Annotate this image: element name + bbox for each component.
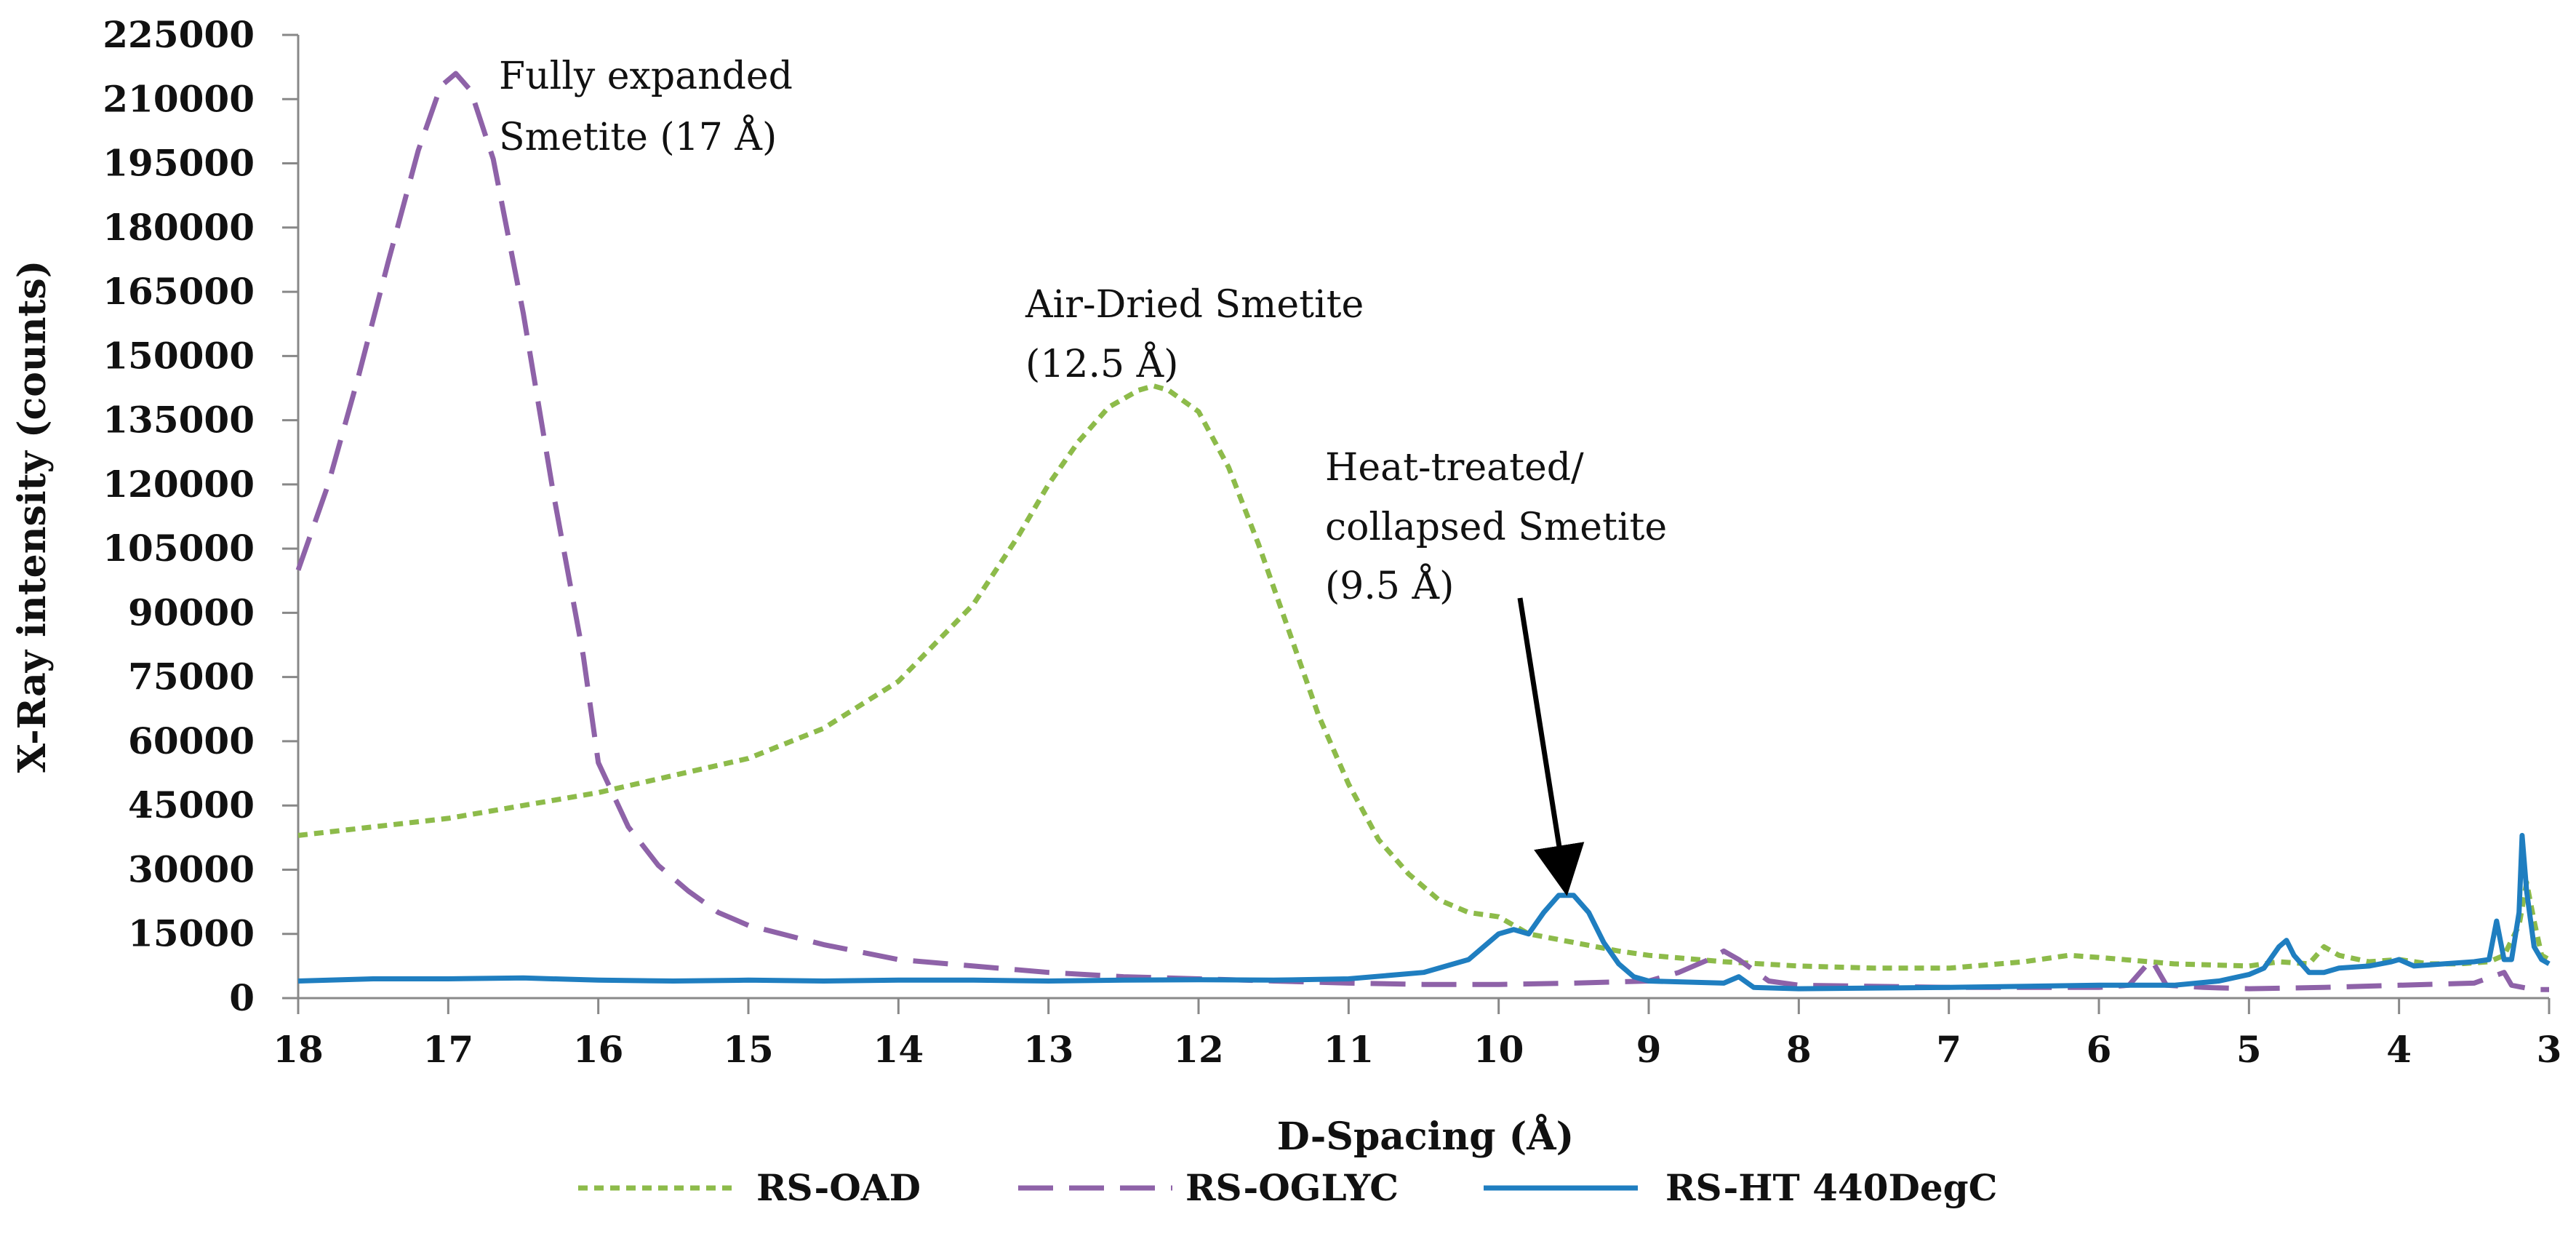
y-tick-label: 75000	[128, 655, 255, 698]
series-line-rs-ht-440degc	[297, 832, 2551, 992]
y-tick-label: 180000	[103, 206, 255, 249]
x-tick-label: 4	[2386, 1028, 2412, 1071]
y-tick-label: 60000	[128, 719, 255, 762]
legend-label: RS-OAD	[756, 1166, 921, 1209]
legend-label: RS-OGLYC	[1185, 1166, 1399, 1209]
y-tick-label: 30000	[128, 848, 255, 890]
y-axis-ticks: 0 15000 30000 45000 60000 75000 90000 105000 120…	[103, 13, 298, 1019]
series-line-rs-oglyc	[295, 71, 2549, 992]
x-tick-label: 9	[1636, 1028, 1662, 1071]
y-tick-label: 210000	[103, 77, 255, 120]
y-tick-label: 90000	[128, 591, 255, 634]
x-tick-label: 7	[1936, 1028, 1961, 1071]
annotation-air-dried: Air-Dried Smetite (12.5 Å)	[1025, 283, 1364, 386]
x-tick-label: 6	[2087, 1028, 2112, 1071]
y-tick-label: 120000	[103, 463, 255, 506]
x-tick-label: 18	[273, 1028, 324, 1071]
series-layer	[295, 71, 2551, 992]
x-tick-label: 5	[2236, 1028, 2262, 1071]
x-tick-label: 17	[423, 1028, 474, 1071]
y-tick-label: 45000	[128, 784, 255, 826]
annotation-line: collapsed Smetite	[1325, 506, 1667, 549]
legend: RS-OAD RS-OGLYC RS-HT 440DegC	[578, 1166, 1997, 1209]
x-tick-label: 11	[1324, 1028, 1375, 1071]
annotation-line: Smetite (17 Å)	[499, 114, 777, 159]
x-tick-label: 13	[1023, 1028, 1074, 1071]
annotation-line: Heat-treated/	[1325, 446, 1584, 490]
y-tick-label: 0	[229, 976, 255, 1019]
y-tick-label: 165000	[103, 270, 255, 313]
x-tick-label: 14	[873, 1028, 924, 1071]
y-axis-title: X-Ray intensity (counts)	[10, 260, 55, 773]
annotation-line: Fully expanded	[499, 55, 793, 98]
y-tick-label: 225000	[103, 13, 255, 56]
annotation-fully-expanded: Fully expanded Smetite (17 Å)	[499, 55, 793, 159]
x-tick-label: 10	[1473, 1028, 1524, 1071]
y-tick-label: 135000	[103, 399, 255, 442]
annotation-line: (12.5 Å)	[1025, 341, 1178, 386]
y-tick-label: 15000	[128, 912, 255, 955]
x-tick-label: 15	[723, 1028, 774, 1071]
y-tick-label: 150000	[103, 334, 255, 377]
annotation-line: Air-Dried Smetite	[1025, 283, 1364, 327]
x-tick-label: 12	[1173, 1028, 1224, 1071]
x-axis-title: D-Spacing (Å)	[1277, 1114, 1574, 1159]
annotation-heat-treated: Heat-treated/ collapsed Smetite (9.5 Å)	[1325, 446, 1667, 896]
x-tick-label: 3	[2537, 1028, 2562, 1071]
annotation-line: (9.5 Å)	[1325, 563, 1454, 608]
y-tick-label: 195000	[103, 142, 255, 185]
annotation-arrow	[1517, 597, 1585, 896]
x-tick-label: 8	[1786, 1028, 1812, 1071]
legend-label: RS-HT 440DegC	[1665, 1166, 1997, 1209]
x-axis-ticks: 18 17 16 15 14 13 12 11 10 9 8 7 6 5 4 3	[273, 998, 2561, 1071]
y-tick-label: 105000	[103, 527, 255, 570]
x-tick-label: 16	[573, 1028, 624, 1071]
